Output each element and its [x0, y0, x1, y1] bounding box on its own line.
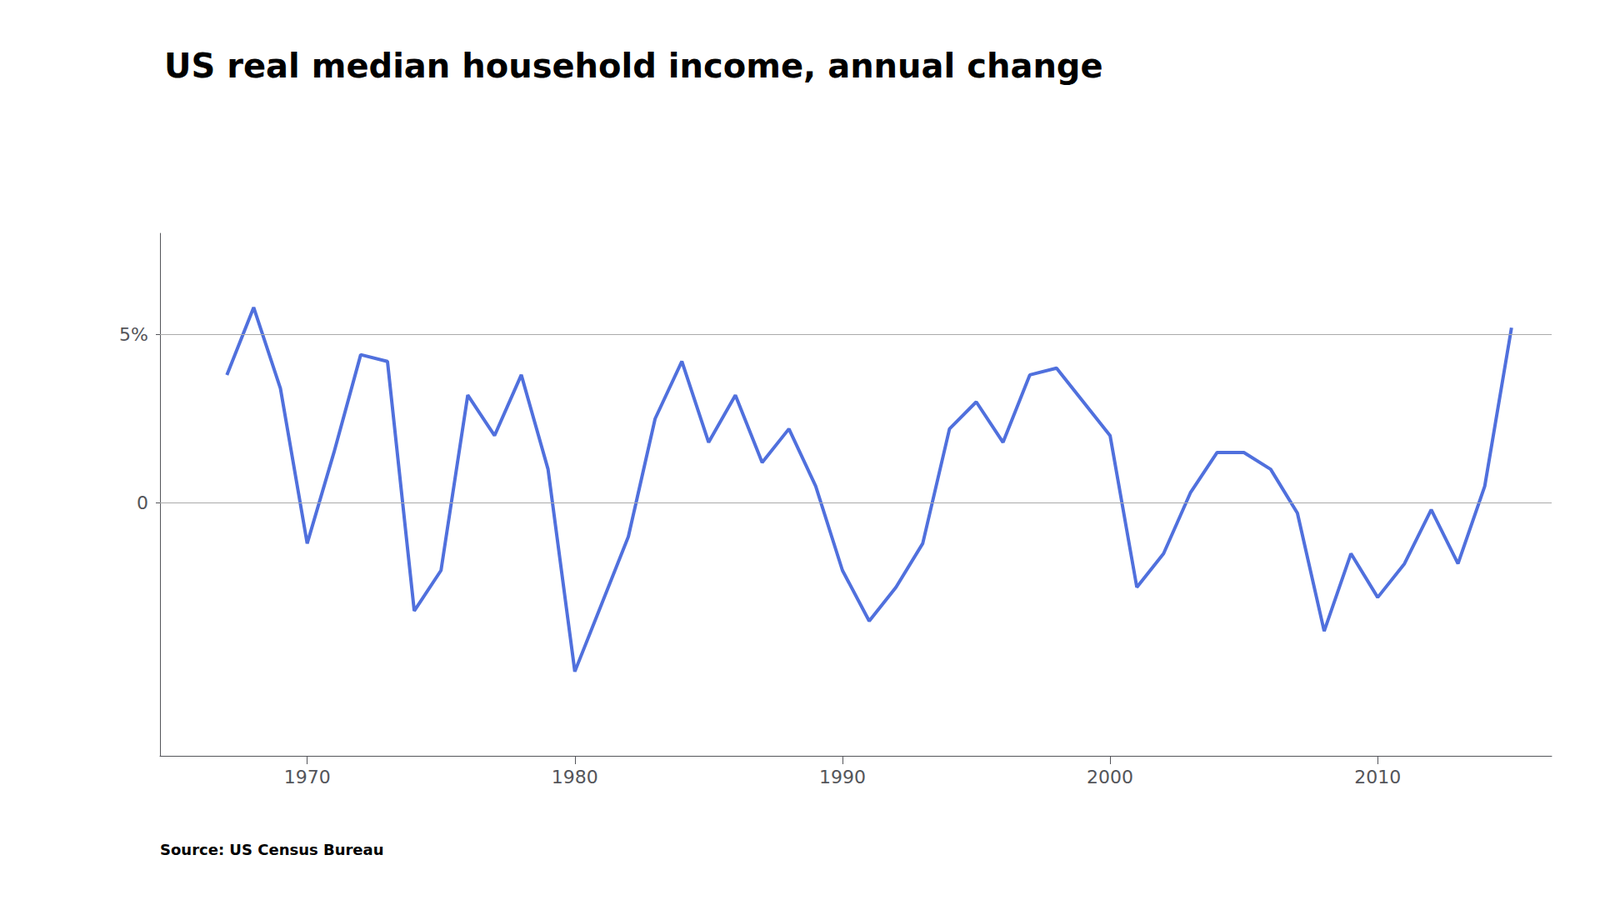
svg-text:1990: 1990	[819, 766, 866, 788]
svg-text:2000: 2000	[1086, 766, 1134, 788]
svg-text:5%: 5%	[119, 324, 149, 345]
svg-text:1980: 1980	[551, 766, 599, 788]
svg-text:US real median household incom: US real median household income, annual …	[164, 46, 1104, 85]
svg-text:Source: US Census Bureau: Source: US Census Bureau	[160, 840, 385, 859]
svg-text:1970: 1970	[284, 766, 331, 788]
svg-text:0: 0	[136, 492, 149, 514]
svg-text:2010: 2010	[1354, 766, 1401, 788]
